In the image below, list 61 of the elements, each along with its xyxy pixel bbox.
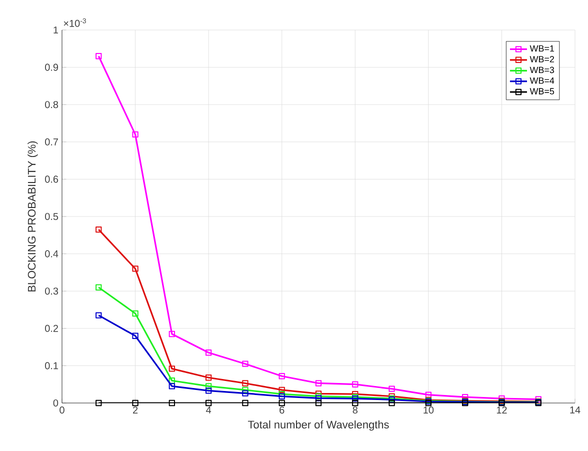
point [168,366,176,372]
x-tick-label: 14 [570,406,580,414]
point [315,380,322,386]
x-tick-label: 10 [424,406,434,414]
point [132,400,138,406]
point [132,332,138,339]
point [278,386,285,394]
point [96,400,102,406]
y-tick-label: 0.6 [45,176,58,183]
point [278,400,285,406]
y-tick-label: 1 [54,26,58,34]
point [352,400,358,406]
point [132,131,138,138]
y-axis-title: BLOCKING PROBABILITY (%) [28,141,38,292]
point [168,400,176,406]
y-tick-label: 0.7 [45,138,58,146]
point [132,310,138,317]
point [315,400,322,406]
x-tick-label: 4 [206,406,212,414]
legend-label: WB=1 [530,45,554,52]
point [242,390,248,396]
legend-label: WB=3 [530,66,554,74]
point [205,350,212,356]
point [278,373,285,380]
point [242,400,248,406]
x-tick-label: 6 [280,406,284,414]
x-tick-label: 0 [60,406,64,414]
point [242,380,248,386]
point [352,381,358,388]
y-tick-label: 0 [53,399,58,407]
x-tick-label: 12 [496,406,507,414]
point [388,400,395,406]
x-axis-title: Total number of Wavelengths [248,420,389,431]
legend-label: WB=4 [530,78,554,84]
point [96,284,102,290]
y-tick-label: 0.2 [45,324,58,332]
y-tick-label: 0.8 [45,101,58,108]
point [242,386,248,394]
point [205,383,212,390]
point [388,386,395,392]
point [278,393,285,400]
y-tick-label: 0.4 [45,250,58,258]
point [132,266,138,272]
legend-label: WB=5 [530,88,554,94]
legend-label: WB=2 [530,56,554,62]
point [168,330,176,338]
y-tick-label: 0.3 [45,288,58,295]
y-tick-label: 0.9 [45,64,58,71]
text: ×10$^{-3}$ [64,18,86,27]
y-tick-label: 0.1 [45,362,58,370]
point [96,312,102,318]
point [205,400,212,406]
point [242,360,248,367]
point [96,226,102,233]
x-tick-label: 2 [133,406,138,414]
y-tick-label: 0.5 [45,212,58,220]
point [205,388,212,394]
x-tick-label: 8 [352,406,358,414]
point [168,383,176,390]
point [205,374,212,381]
point [96,53,102,60]
